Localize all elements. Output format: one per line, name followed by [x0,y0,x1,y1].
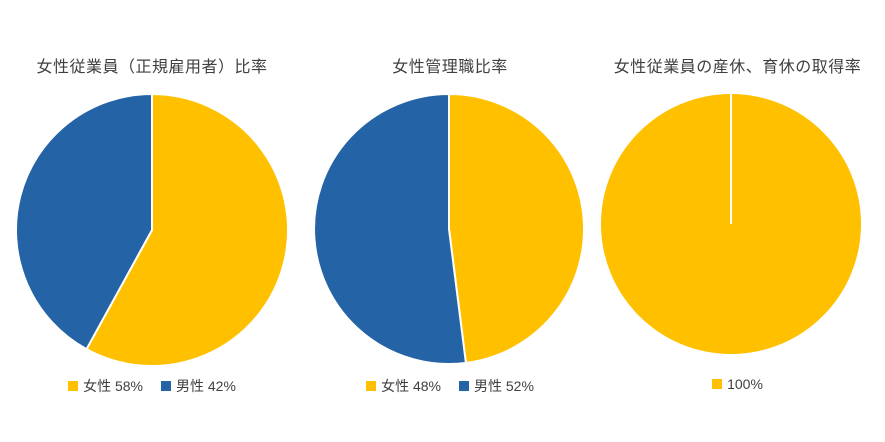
chart-female-manager-ratio: 女性管理職比率 女性 48% 男性 52% [300,0,600,442]
legend-label: 男性 42% [176,378,236,394]
legend-swatch-icon [366,381,377,391]
pie-slice [85,93,289,367]
pie-chart [313,93,585,365]
legend-swatch-icon [161,381,171,391]
pie-slice [313,93,467,365]
pie-chart [601,94,861,354]
legend-label: 女性 58% [83,378,143,394]
legend-swatch-icon [68,381,79,391]
pie-slice [14,93,153,351]
chart-maternity-leave-rate: 女性従業員の産休、育休の取得率 100% [590,0,885,442]
legend-label: 男性 52% [474,378,534,394]
legend-label: 女性 48% [381,378,441,394]
legend-item: 男性 52% [459,376,534,396]
chart-title: 女性管理職比率 [392,59,508,76]
legend-item: 男性 42% [161,376,236,396]
legend-label: 100% [727,376,763,392]
chart-title: 女性従業員（正規雇用者）比率 [36,59,268,76]
chart-legend: 女性 58% 男性 42% [0,376,304,396]
chart-female-employee-ratio: 女性従業員（正規雇用者）比率 女性 58% 男性 42% [0,0,304,442]
legend-item: 女性 48% [366,376,441,396]
pie-slice [448,93,585,364]
legend-item: 女性 58% [68,376,143,396]
legend-swatch-icon [712,379,723,389]
legend-swatch-icon [459,381,469,391]
chart-legend: 100% [590,376,885,392]
chart-title: 女性従業員の産休、育休の取得率 [613,59,862,76]
pie-chart [14,93,289,367]
chart-legend: 女性 48% 男性 52% [300,376,600,396]
legend-item: 100% [712,376,763,392]
